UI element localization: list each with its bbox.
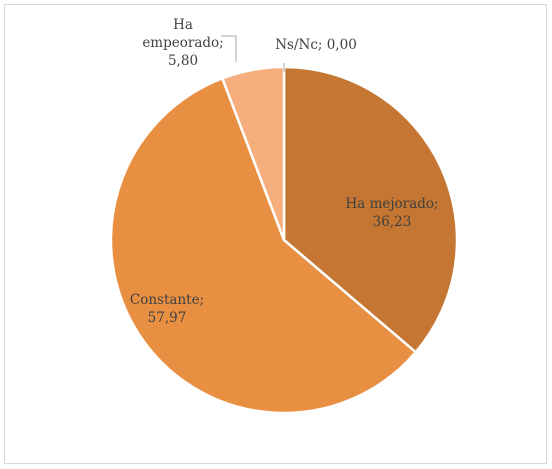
pie-slice-constante xyxy=(109,77,417,415)
label-ha-mejorado-value: 36,23 xyxy=(373,214,412,230)
leader-line-ha-empeorado xyxy=(221,35,237,62)
label-ha-empeorado-line1: Ha xyxy=(173,17,193,33)
label-ha-mejorado-name: Ha mejorado; xyxy=(345,196,438,212)
label-constante-value: 57,97 xyxy=(148,310,187,326)
label-ns-nc: Ns/Nc; 0,00 xyxy=(275,37,357,53)
pie-slice-ha-mejorado xyxy=(282,65,459,354)
label-constante-name: Constante; xyxy=(130,292,204,308)
label-ha-empeorado-value: 5,80 xyxy=(168,53,198,69)
label-ha-empeorado-line2: empeorado; xyxy=(142,35,223,51)
